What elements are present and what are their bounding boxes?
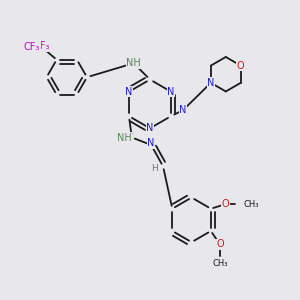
Text: N: N bbox=[179, 105, 187, 115]
Text: O: O bbox=[237, 61, 244, 70]
Text: CF₃: CF₃ bbox=[24, 42, 40, 52]
Text: O: O bbox=[221, 199, 229, 209]
Text: N: N bbox=[148, 139, 155, 148]
Text: N: N bbox=[207, 78, 214, 88]
Text: NH: NH bbox=[117, 133, 132, 142]
Text: CH₃: CH₃ bbox=[212, 259, 228, 268]
Text: N: N bbox=[125, 87, 133, 97]
Text: CH₃: CH₃ bbox=[243, 200, 259, 209]
Text: NH: NH bbox=[126, 58, 141, 68]
Text: CF₃: CF₃ bbox=[34, 41, 50, 51]
Text: N: N bbox=[167, 87, 175, 97]
Text: O: O bbox=[216, 239, 224, 249]
Text: H: H bbox=[152, 164, 158, 173]
Text: N: N bbox=[146, 123, 154, 133]
